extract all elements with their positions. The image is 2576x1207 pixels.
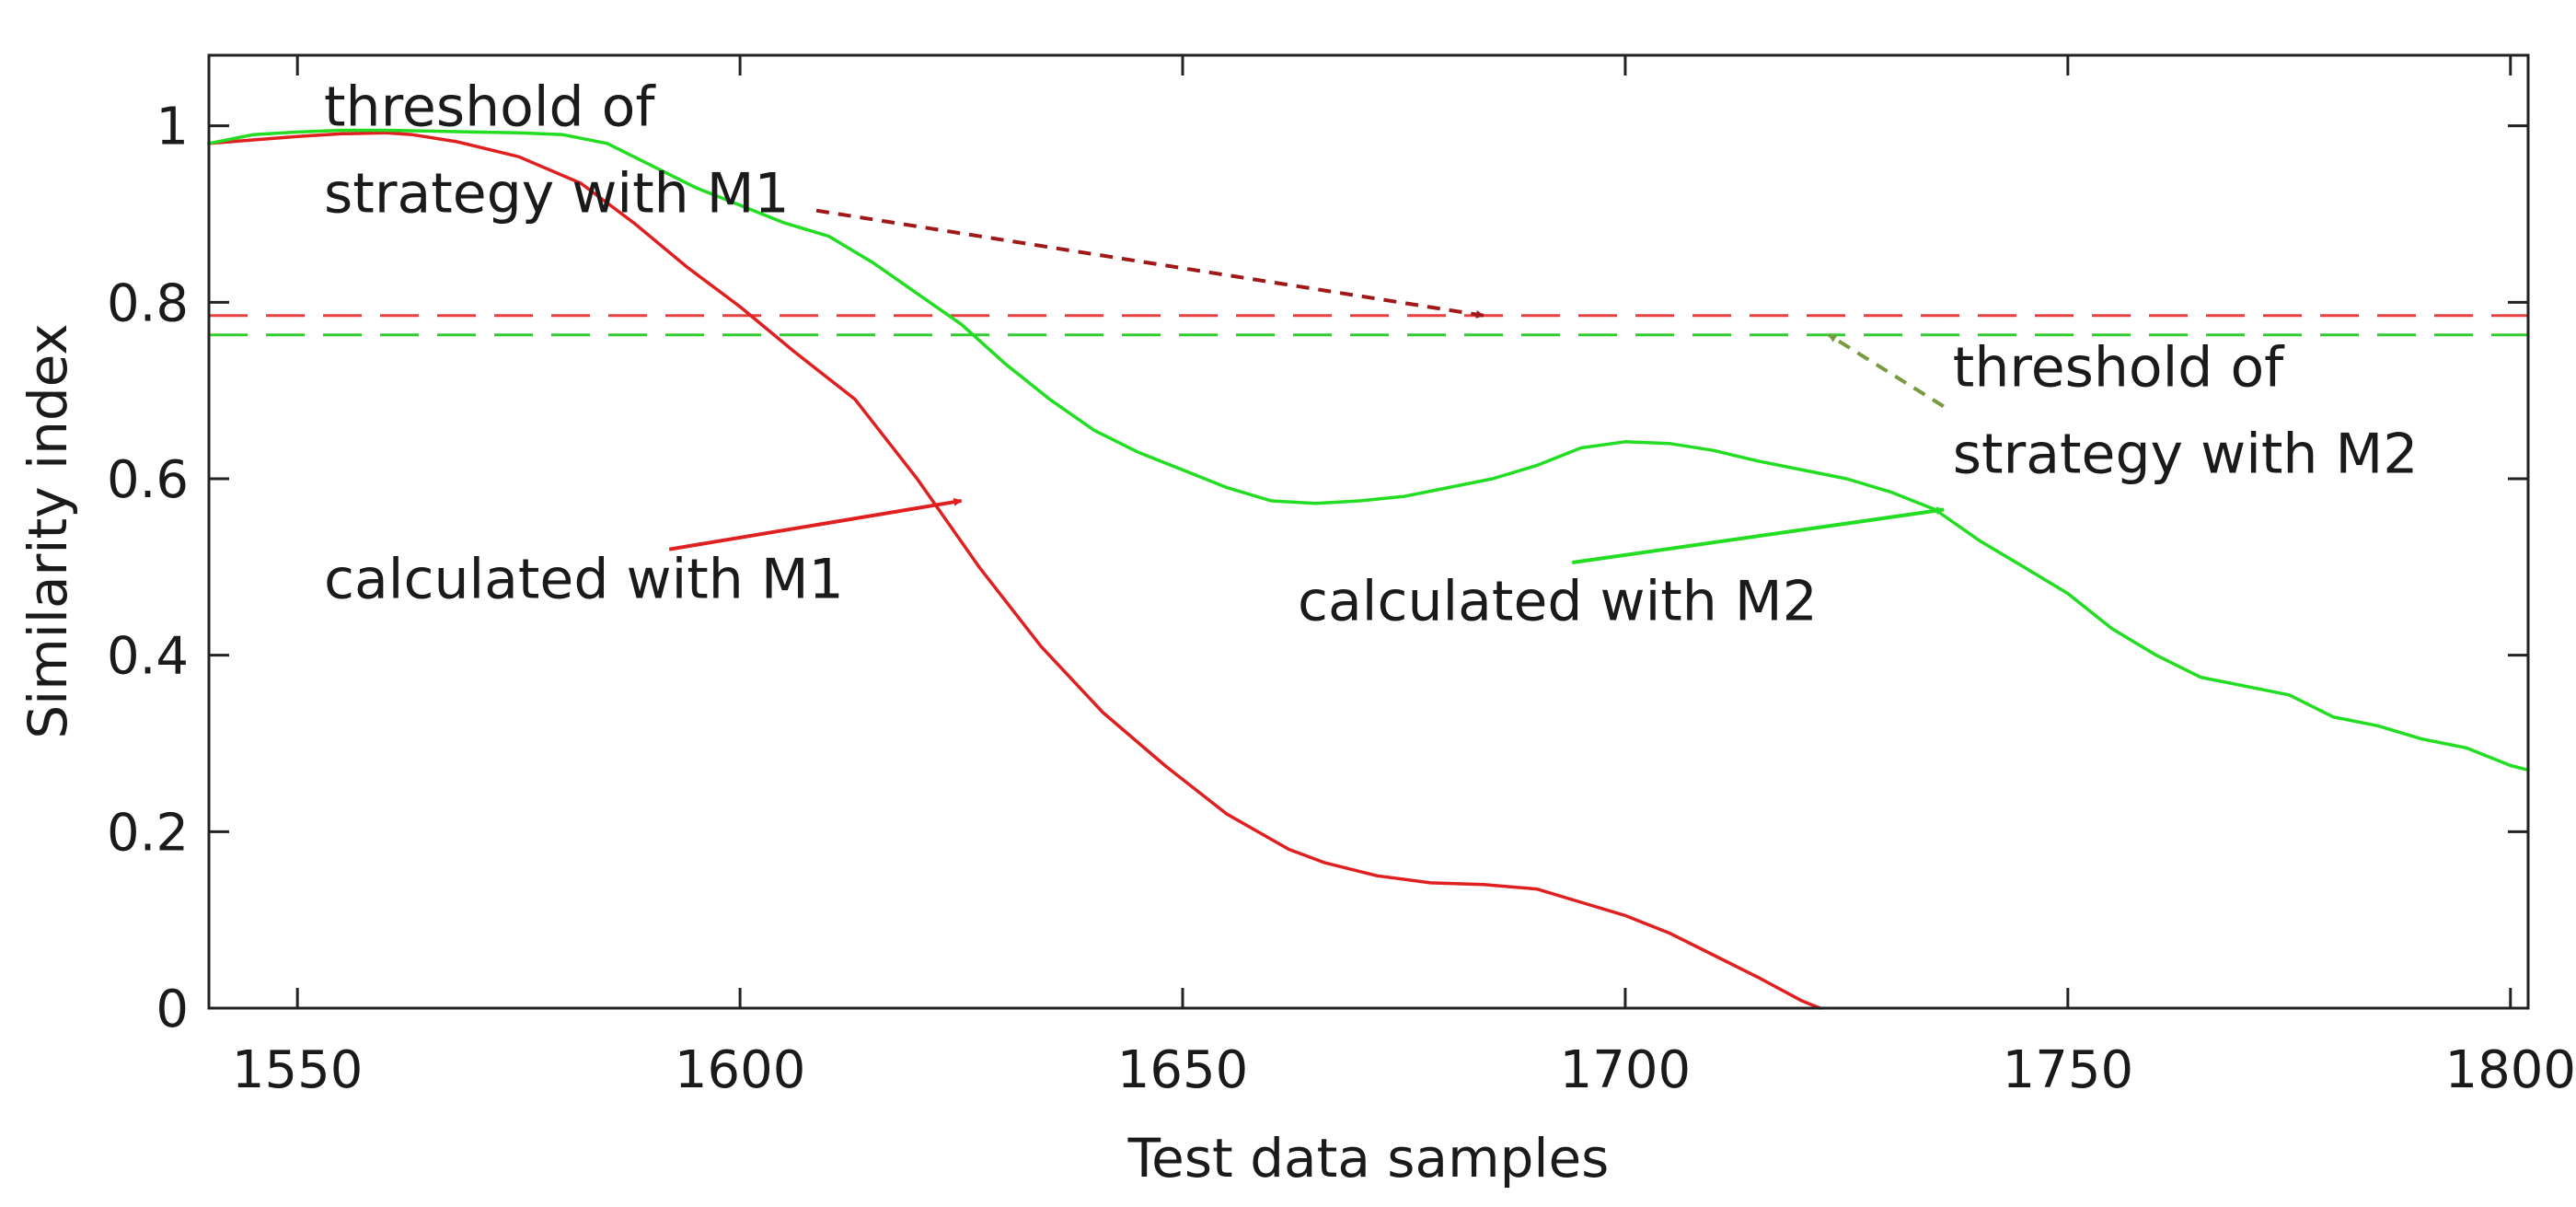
y-tick-label: 0	[156, 980, 189, 1039]
x-tick-label: 1650	[1117, 1040, 1249, 1100]
y-tick-label: 0.6	[107, 450, 189, 510]
x-tick-label: 1550	[232, 1040, 364, 1100]
data-series	[207, 128, 2530, 1010]
x-tick-label: 1700	[1560, 1040, 1692, 1100]
y-axis: 0 0.2 0.4 0.6 0.8 1	[107, 98, 2528, 1039]
y-tick-label: 0.8	[107, 273, 189, 333]
x-tick-label: 1600	[675, 1040, 806, 1100]
annotation-line: strategy with M1	[324, 162, 790, 226]
annotation-arrow-threshold-m2	[1828, 333, 1945, 409]
annotation-label-m1: calculated with M1	[324, 547, 844, 611]
annotation-arrow-m2	[1571, 506, 1946, 565]
annotation-line: calculated with M1	[324, 547, 844, 611]
y-tick-label: 1	[156, 98, 189, 157]
annotation-arrow-m1	[668, 497, 963, 551]
y-tick-label: 0.2	[107, 803, 189, 863]
series-line-m2	[207, 128, 2530, 772]
annotation-arrow-threshold-m1	[815, 208, 1484, 319]
x-axis-title: Test data samples	[1127, 1127, 1610, 1190]
annotation-line: calculated with M2	[1298, 569, 1818, 633]
annotation-line: strategy with M2	[1953, 422, 2419, 486]
threshold-lines	[209, 314, 2528, 337]
x-tick-label: 1750	[2003, 1040, 2134, 1100]
y-tick-label: 0.4	[107, 627, 189, 687]
annotation-label-m2: calculated with M2	[1298, 569, 1818, 633]
plot-background	[209, 55, 2528, 1008]
y-axis-title: Similarity index	[17, 323, 79, 738]
plot-frame	[207, 53, 2530, 1010]
annotation-line: threshold of	[324, 75, 656, 140]
x-axis: 1550 1600 1650 1700 1750 1800	[232, 55, 2576, 1100]
x-tick-label: 1800	[2445, 1040, 2576, 1100]
annotation-line: threshold of	[1953, 335, 2285, 400]
annotation-label-threshold-m2: threshold of strategy with M2	[1953, 335, 2419, 486]
series-line-m1	[207, 131, 1822, 1010]
annotation-label-threshold-m1: threshold of strategy with M1	[324, 75, 790, 226]
